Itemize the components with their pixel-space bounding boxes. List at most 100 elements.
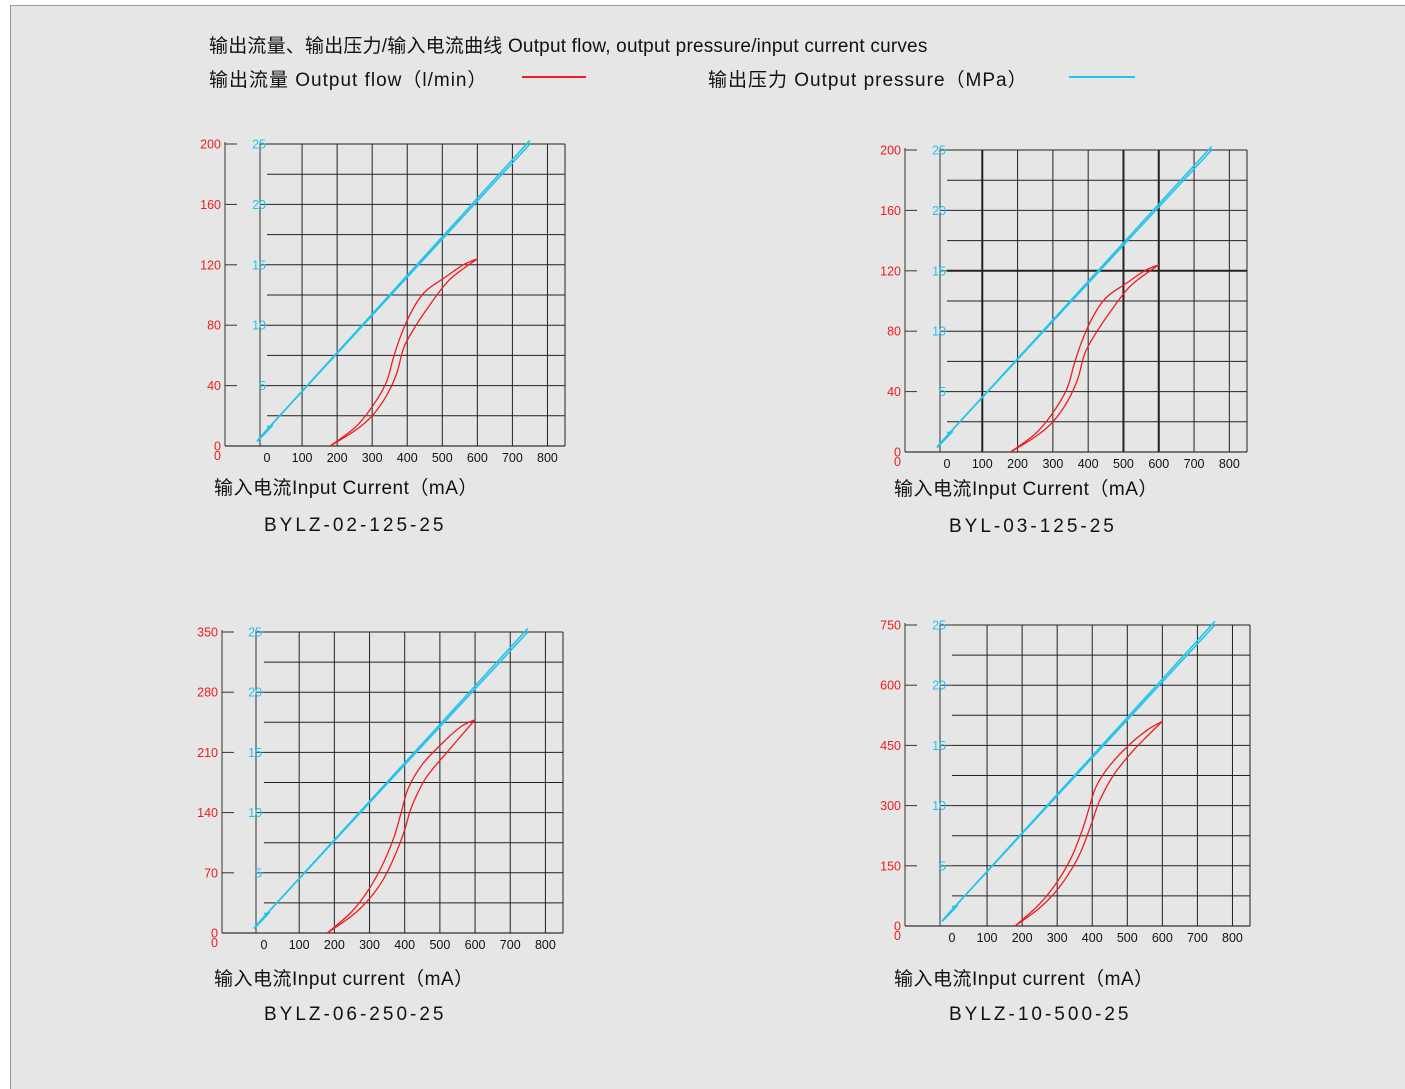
x-tick-label: 200 xyxy=(1007,457,1028,471)
x-tick-label: 700 xyxy=(502,451,523,465)
pressure-series-down xyxy=(256,139,531,442)
x-tick-label: 400 xyxy=(394,938,415,952)
pressure-series-down xyxy=(253,627,529,929)
flow-series-up xyxy=(1014,720,1163,927)
pressure-series-down xyxy=(936,145,1213,448)
flow-tick-label: 0 xyxy=(894,920,901,934)
chart-2-xlabel: 输入电流Input current（mA） xyxy=(214,969,474,990)
flow-tick-label: 70 xyxy=(204,866,218,880)
x-tick-label: 800 xyxy=(1222,931,1243,945)
x-tick-label: 600 xyxy=(465,938,486,952)
x-tick-label: 600 xyxy=(1148,457,1169,471)
x-tick-label: 100 xyxy=(977,931,998,945)
chart-1-model: BYL-03-125-25 xyxy=(949,516,1117,537)
x-tick-label: 200 xyxy=(324,938,345,952)
pressure-tick-label: 5 xyxy=(939,385,946,399)
flow-tick-label: 80 xyxy=(887,325,901,339)
flow-tick-label: 0 xyxy=(894,446,901,460)
flow-tick-label: 40 xyxy=(207,379,221,393)
pressure-tick-label: 5 xyxy=(255,866,262,880)
flow-tick-label: 200 xyxy=(200,138,221,152)
pressure-tick-label: 20 xyxy=(252,198,266,212)
flow-origin-label: 0 xyxy=(894,929,901,943)
chart-bylz-06: 0 70 140 210 280 350 5 10 15 20 25 0 100 200 300 400 500… xyxy=(197,626,564,952)
x-tick-label: 300 xyxy=(1047,931,1068,945)
flow-tick-label: 200 xyxy=(880,144,901,158)
flow-series-up xyxy=(326,719,476,934)
x-tick-label: 800 xyxy=(535,938,556,952)
pressure-tick-label: 25 xyxy=(932,144,946,158)
flow-tick-label: 80 xyxy=(207,319,221,333)
legend-pressure-label: 输出压力 Output pressure（MPa） xyxy=(708,70,1028,91)
x-tick-label: 700 xyxy=(1187,931,1208,945)
pressure-tick-label: 15 xyxy=(252,258,266,272)
flow-tick-label: 40 xyxy=(887,385,901,399)
pressure-tick-label: 10 xyxy=(248,806,262,820)
pressure-tick-label: 5 xyxy=(259,379,266,393)
x-tick-label: 500 xyxy=(432,451,453,465)
x-tick-label: 100 xyxy=(972,457,993,471)
pressure-tick-label: 25 xyxy=(252,138,266,152)
x-tick-label: 800 xyxy=(537,451,558,465)
flow-tick-label: 600 xyxy=(880,679,901,693)
x-tick-label: 100 xyxy=(289,938,310,952)
flow-tick-label: 150 xyxy=(880,859,901,873)
chart-panel xyxy=(10,5,1405,1089)
legend-pressure-line xyxy=(1069,76,1135,78)
pressure-tick-label: 10 xyxy=(252,319,266,333)
x-tick-label: 500 xyxy=(1113,457,1134,471)
flow-tick-label: 160 xyxy=(880,204,901,218)
x-tick-label: 400 xyxy=(397,451,418,465)
pressure-series-down xyxy=(941,620,1216,922)
x-tick-label: 300 xyxy=(359,938,380,952)
flow-tick-label: 210 xyxy=(197,746,218,760)
page-title: 输出流量、输出压力/输入电流曲线 Output flow, output pre… xyxy=(209,36,928,57)
x-tick-label: 800 xyxy=(1219,457,1240,471)
pressure-tick-label: 20 xyxy=(932,204,946,218)
flow-series-down xyxy=(1010,264,1160,453)
chart-1-xlabel: 输入电流Input Current（mA） xyxy=(894,479,1158,500)
chart-0-xlabel: 输入电流Input Current（mA） xyxy=(214,478,478,499)
flow-tick-label: 450 xyxy=(880,739,901,753)
x-tick-label: 200 xyxy=(1012,931,1033,945)
pressure-tick-label: 15 xyxy=(932,264,946,278)
flow-tick-label: 0 xyxy=(214,440,221,454)
x-tick-label: 400 xyxy=(1082,931,1103,945)
chart-2-model: BYLZ-06-250-25 xyxy=(264,1004,447,1025)
x-tick-label: 600 xyxy=(1152,931,1173,945)
pressure-tick-label: 15 xyxy=(932,739,946,753)
x-tick-label: 0 xyxy=(261,938,268,952)
flow-tick-label: 160 xyxy=(200,198,221,212)
legend-flow-label: 输出流量 Output flow（l/min） xyxy=(209,70,488,91)
x-tick-label: 700 xyxy=(1184,457,1205,471)
flow-origin-label: 0 xyxy=(214,449,221,463)
chart-3-xlabel: 输入电流Input current（mA） xyxy=(894,969,1154,990)
x-tick-label: 600 xyxy=(467,451,488,465)
chart-3-model: BYLZ-10-500-25 xyxy=(949,1004,1132,1025)
pressure-tick-label: 20 xyxy=(932,679,946,693)
flow-series-down xyxy=(1014,720,1163,927)
chart-0-model: BYLZ-02-125-25 xyxy=(264,515,447,536)
flow-tick-label: 0 xyxy=(211,927,218,941)
flow-origin-label: 0 xyxy=(211,936,218,950)
x-tick-label: 700 xyxy=(500,938,521,952)
x-tick-label: 500 xyxy=(1117,931,1138,945)
flow-tick-label: 280 xyxy=(197,686,218,700)
x-tick-label: 0 xyxy=(949,931,956,945)
pressure-tick-label: 20 xyxy=(248,686,262,700)
chart-byl-03: 0 40 80 120 160 200 5 10 15 20 25 0 100 200 300 400 500 6… xyxy=(880,144,1248,471)
x-tick-label: 500 xyxy=(429,938,450,952)
flow-tick-label: 300 xyxy=(880,799,901,813)
flow-series-down xyxy=(329,258,478,447)
pressure-tick-label: 10 xyxy=(932,799,946,813)
flow-tick-label: 140 xyxy=(197,806,218,820)
x-tick-label: 300 xyxy=(1042,457,1063,471)
pressure-tick-label: 5 xyxy=(939,859,946,873)
x-tick-label: 200 xyxy=(327,451,348,465)
flow-series-down xyxy=(326,719,476,934)
x-tick-label: 0 xyxy=(944,457,951,471)
flow-tick-label: 750 xyxy=(880,619,901,633)
pressure-tick-label: 15 xyxy=(248,746,262,760)
x-tick-label: 400 xyxy=(1078,457,1099,471)
flow-series-up xyxy=(329,258,478,447)
